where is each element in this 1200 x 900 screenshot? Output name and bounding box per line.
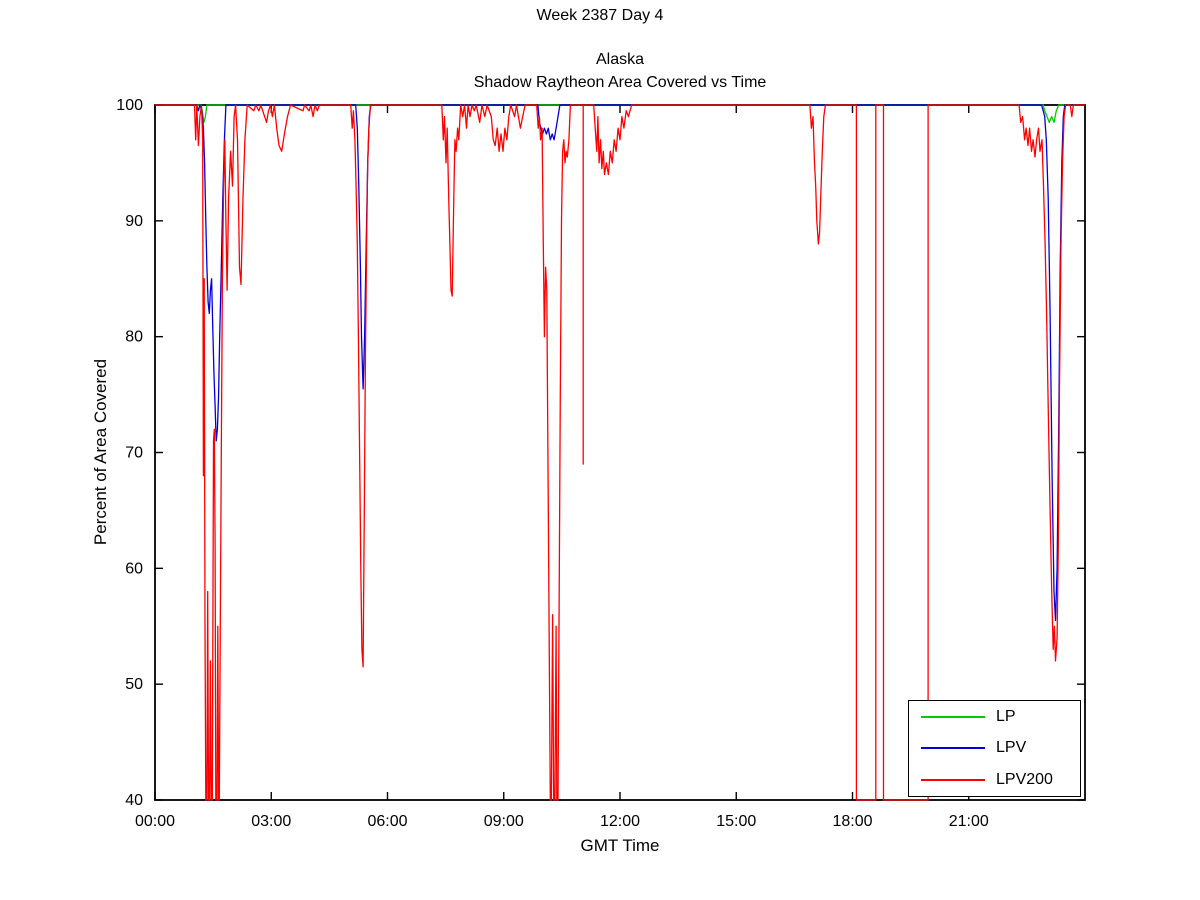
legend-label-lpv200: LPV200	[996, 771, 1053, 789]
series-line-lpv200	[155, 104, 1085, 801]
x-tick-label: 03:00	[251, 813, 291, 830]
y-tick-label: 70	[125, 445, 143, 462]
y-tick-label: 60	[125, 560, 143, 577]
legend-entry-lp: LP	[909, 701, 1080, 732]
x-tick-label: 09:00	[484, 813, 524, 830]
series-line-lpv	[155, 104, 1085, 622]
x-tick-label: 21:00	[949, 813, 989, 830]
x-tick-label: 15:00	[716, 813, 756, 830]
legend-entry-lpv: LPV	[909, 733, 1080, 764]
axes-title: Alaska Shadow Raytheon Area Covered vs T…	[155, 48, 1085, 94]
y-tick-label: 100	[116, 97, 143, 114]
lp-line-sample	[921, 715, 985, 718]
title-line-main: Shadow Raytheon Area Covered vs Time	[473, 74, 767, 91]
legend-box: LP LPV LPV200	[908, 700, 1081, 797]
figure-suptitle: Week 2387 Day 4	[536, 7, 664, 24]
y-tick-label: 80	[125, 329, 143, 346]
title-line-region: Alaska	[595, 51, 645, 68]
legend-entry-lpv200: LPV200	[909, 765, 1080, 796]
legend-label-lp: LP	[996, 707, 1016, 725]
x-tick-label: 00:00	[135, 813, 175, 830]
x-tick-label: 18:00	[832, 813, 872, 830]
legend-label-lpv: LPV	[996, 739, 1027, 757]
y-tick-label: 50	[125, 676, 143, 693]
lpv200-line-sample	[921, 779, 985, 782]
x-tick-label: 12:00	[600, 813, 640, 830]
x-axis-label: GMT Time	[580, 836, 660, 855]
y-tick-label: 90	[125, 213, 143, 230]
x-tick-label: 06:00	[367, 813, 407, 830]
plot-frame	[154, 104, 1086, 801]
lpv-line-sample	[921, 747, 985, 750]
y-tick-label: 40	[125, 792, 143, 809]
